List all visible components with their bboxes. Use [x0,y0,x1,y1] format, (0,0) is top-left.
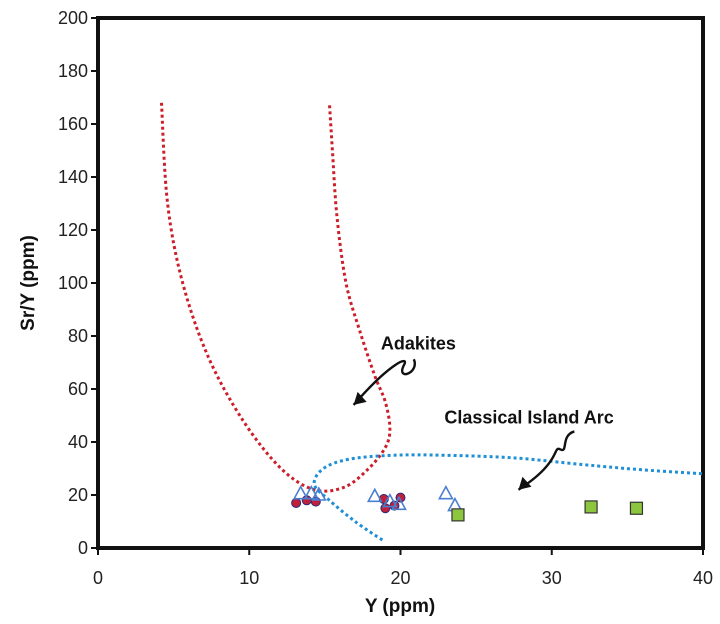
y-tick-label: 80 [68,326,88,346]
y-tick-label: 120 [58,220,88,240]
data-point-triangle [391,495,407,511]
y-tick-label: 40 [68,432,88,452]
annotation-adakites: Adakites [381,333,456,353]
field-boundary-adakites [160,102,392,493]
field-layer [160,102,704,542]
y-tick-label: 160 [58,114,88,134]
data-point-triangle [438,484,454,500]
data-point-triangle [303,484,320,500]
y-tick-label: 60 [68,379,88,399]
y-tick-label: 140 [58,167,88,187]
y-tick-label: 0 [78,538,88,558]
data-point-triangle [366,487,383,503]
data-point-triangle [292,484,309,500]
data-point-triangle [382,492,398,508]
annotation-arrowhead-adakites [353,391,367,405]
y-axis-title: Sr/Y (ppm) [18,235,39,331]
y-tick-label: 200 [58,8,88,28]
x-tick-label: 0 [93,568,103,588]
data-point-square [629,501,644,515]
annotation-layer: Adakites Classical Island Arc [352,333,614,491]
data-point-square [584,500,598,514]
x-tick-label: 20 [390,568,410,588]
annotation-arrowhead-classical-island-arc [518,476,532,490]
data-point-circle [291,497,302,508]
annotation-arrow-classical-island-arc [517,430,575,491]
data-point-triangle [310,486,327,501]
x-tick-label: 40 [693,568,713,588]
plot-frame [96,16,705,550]
x-axis-title: Y (ppm) [365,596,435,617]
tick-layer: 0 10 20 30 40 0 20 40 60 80 100 120 140 160 180 200 [58,8,713,588]
annotation-classical-island-arc: Classical Island Arc [444,407,613,427]
x-tick-label: 10 [239,568,259,588]
data-point-square [451,508,465,522]
x-tick-label: 30 [542,568,562,588]
data-point-circle [380,503,391,514]
y-tick-label: 180 [58,61,88,81]
point-layer [291,484,644,522]
y-tick-label: 100 [58,273,88,293]
annotation-arrow-adakites [352,358,416,406]
y-tick-label: 20 [68,485,88,505]
